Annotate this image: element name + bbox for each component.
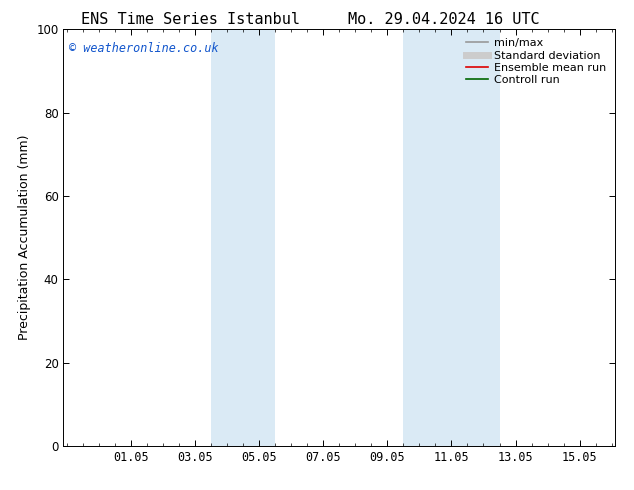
Y-axis label: Precipitation Accumulation (mm): Precipitation Accumulation (mm) <box>18 135 30 341</box>
Legend: min/max, Standard deviation, Ensemble mean run, Controll run: min/max, Standard deviation, Ensemble me… <box>463 35 609 89</box>
Bar <box>211 29 275 446</box>
Text: © weatheronline.co.uk: © weatheronline.co.uk <box>69 42 219 55</box>
Text: ENS Time Series Istanbul: ENS Time Series Istanbul <box>81 12 300 27</box>
Text: Mo. 29.04.2024 16 UTC: Mo. 29.04.2024 16 UTC <box>348 12 540 27</box>
Bar <box>403 29 500 446</box>
